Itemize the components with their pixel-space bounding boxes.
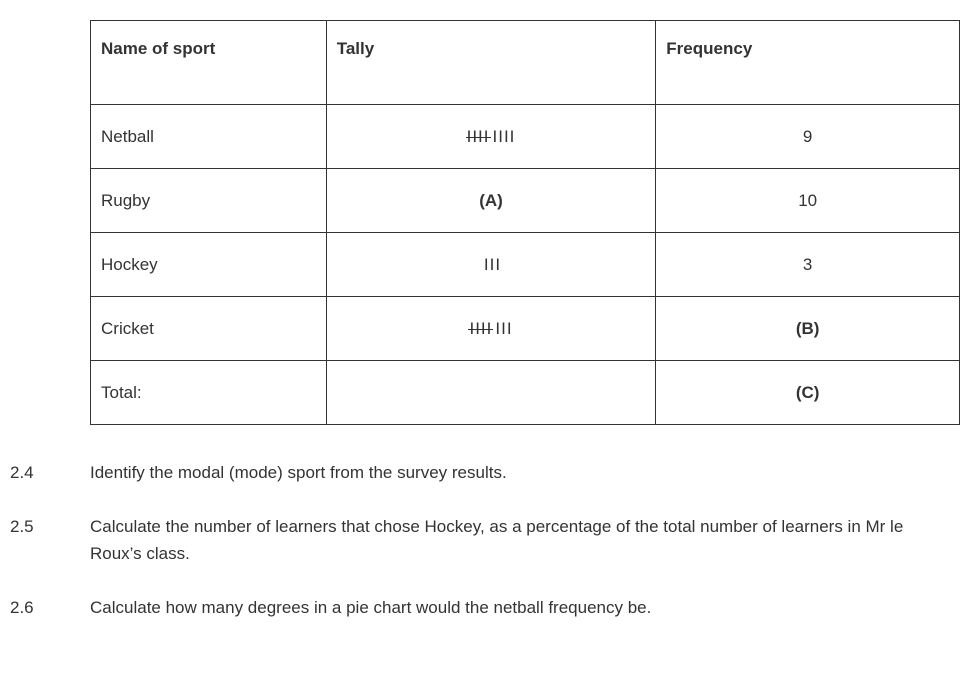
tally-marks: IIIIIIII [467, 127, 516, 146]
cell-frequency: (B) [656, 297, 960, 361]
question-text: Calculate how many degrees in a pie char… [90, 595, 970, 621]
tally-marks: III [481, 255, 501, 274]
tally-placeholder: (A) [479, 191, 503, 210]
cell-sport: Netball [91, 105, 327, 169]
cell-frequency: 3 [656, 233, 960, 297]
cell-tally: IIIIIIII [326, 105, 656, 169]
table-body: NetballIIIIIIII9Rugby(A)10HockeyIII3Cric… [91, 105, 960, 425]
cell-tally: III [326, 233, 656, 297]
tally-table-container: Name of sport Tally Frequency Netball III… [90, 20, 970, 425]
cell-total-frequency: (C) [656, 361, 960, 425]
cell-total-label: Total: [91, 361, 327, 425]
cell-sport: Cricket [91, 297, 327, 361]
cell-sport: Rugby [91, 169, 327, 233]
table-row: Rugby (A) 10 [91, 169, 960, 233]
column-header-frequency: Frequency [656, 21, 960, 105]
cell-frequency: 9 [656, 105, 960, 169]
question-number: 2.5 [10, 514, 90, 540]
table-header-row: Name of sport Tally Frequency [91, 21, 960, 105]
question-number: 2.4 [10, 460, 90, 486]
question-text: Identify the modal (mode) sport from the… [90, 460, 970, 486]
table-row: Hockey III 3 [91, 233, 960, 297]
question-row: 2.6Calculate how many degrees in a pie c… [10, 595, 970, 621]
table-row: Cricket IIIIIII (B) [91, 297, 960, 361]
cell-sport: Hockey [91, 233, 327, 297]
tally-table: Name of sport Tally Frequency Netball III… [90, 20, 960, 425]
cell-tally: (A) [326, 169, 656, 233]
column-header-tally: Tally [326, 21, 656, 105]
question-row: 2.5Calculate the number of learners that… [10, 514, 970, 567]
cell-total-tally [326, 361, 656, 425]
cell-frequency: 10 [656, 169, 960, 233]
question-number: 2.6 [10, 595, 90, 621]
question-text: Calculate the number of learners that ch… [90, 514, 970, 567]
question-row: 2.4Identify the modal (mode) sport from … [10, 460, 970, 486]
questions-list: 2.4Identify the modal (mode) sport from … [10, 460, 970, 621]
cell-tally: IIIIIII [326, 297, 656, 361]
table-total-row: Total: (C) [91, 361, 960, 425]
table-row: Netball IIIIIIII 9 [91, 105, 960, 169]
column-header-sport: Name of sport [91, 21, 327, 105]
tally-marks: IIIIIII [469, 319, 512, 338]
